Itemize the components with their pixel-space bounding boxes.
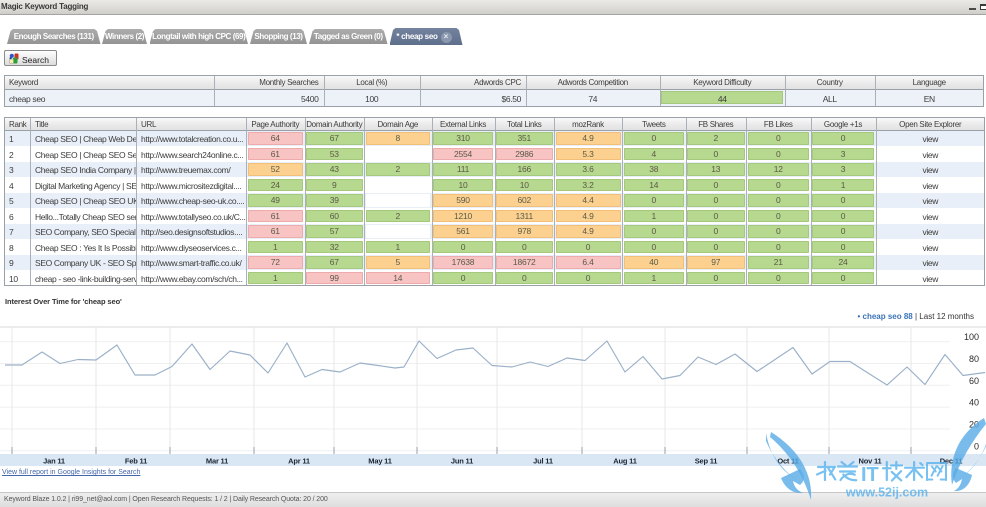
- svg-text:40: 40: [969, 398, 979, 408]
- svg-text:80: 80: [969, 354, 979, 364]
- svg-text:Nov 11: Nov 11: [859, 457, 882, 466]
- svg-text:Jun 11: Jun 11: [451, 457, 473, 466]
- svg-text:60: 60: [969, 376, 979, 386]
- svg-text:Sep 11: Sep 11: [695, 457, 718, 466]
- svg-text:0: 0: [974, 441, 979, 451]
- svg-text:100: 100: [964, 332, 979, 342]
- svg-text:Dec 11: Dec 11: [940, 457, 963, 466]
- svg-text:www.52ij.com: www.52ij.com: [845, 486, 928, 500]
- svg-text:Oct 11: Oct 11: [777, 457, 798, 466]
- svg-text:Aug 11: Aug 11: [613, 457, 636, 466]
- svg-text:Jan 11: Jan 11: [43, 457, 65, 466]
- svg-text:Mar 11: Mar 11: [206, 457, 228, 466]
- svg-text:IT: IT: [861, 464, 879, 486]
- svg-text:Feb 11: Feb 11: [125, 457, 147, 466]
- svg-text:20: 20: [969, 420, 979, 430]
- svg-text:Jul 11: Jul 11: [533, 457, 553, 466]
- svg-text:Apr 11: Apr 11: [288, 457, 310, 466]
- svg-text:May 11: May 11: [368, 457, 391, 466]
